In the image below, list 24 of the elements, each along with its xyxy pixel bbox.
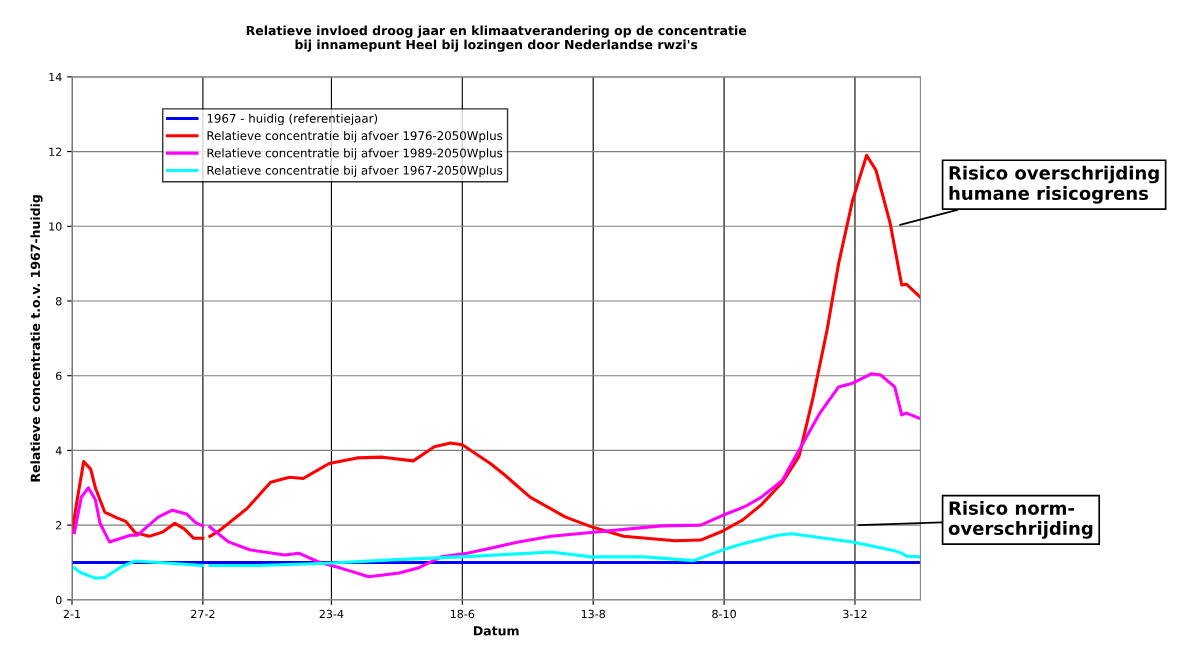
text: Risico norm- overschrijding bbox=[948, 500, 1093, 539]
chart-title: Relatieve invloed droog jaar en klimaatverandering op de concentratie bij innamepunt Heel bij lozingen door Nederlandse rwzi's bbox=[246, 25, 747, 52]
x-tick-label: 23-4 bbox=[319, 609, 344, 619]
legend-label: 1967 - huidig (referentiejaar) bbox=[207, 113, 378, 126]
x-tick-label: 3-12 bbox=[843, 609, 867, 619]
y-tick-label: 12 bbox=[49, 147, 62, 156]
y-tick-label: 6 bbox=[55, 371, 62, 381]
y-tick-label: 0 bbox=[55, 595, 62, 605]
x-axis-title: Datum bbox=[473, 626, 519, 636]
legend-label: Relatieve concentratie bij afvoer 1967-2050Wplus bbox=[207, 165, 503, 178]
x-tick-label: 27-2 bbox=[191, 609, 215, 619]
x-tick-label: 18-6 bbox=[450, 609, 475, 619]
y-tick-label: 2 bbox=[56, 521, 62, 530]
text: Risico overschrijding humane risicogrens bbox=[949, 165, 1159, 204]
legend-label: Relatieve concentratie bij afvoer 1976-2050Wplus bbox=[207, 130, 503, 143]
y-tick-label: 4 bbox=[55, 446, 62, 455]
y-tick-label: 8 bbox=[55, 296, 62, 306]
y-axis-title: Relatieve concentratie t.o.v. 1967-huidig bbox=[30, 195, 43, 482]
y-tick-label: 10 bbox=[49, 222, 62, 231]
x-tick-label: 13-8 bbox=[581, 609, 606, 619]
legend-label: Relatieve concentratie bij afvoer 1989-2050Wplus bbox=[207, 148, 503, 160]
x-tick-label: 2-1 bbox=[63, 609, 81, 619]
x-tick-label: 8-10 bbox=[712, 609, 736, 619]
y-tick-label: 14 bbox=[49, 72, 62, 82]
